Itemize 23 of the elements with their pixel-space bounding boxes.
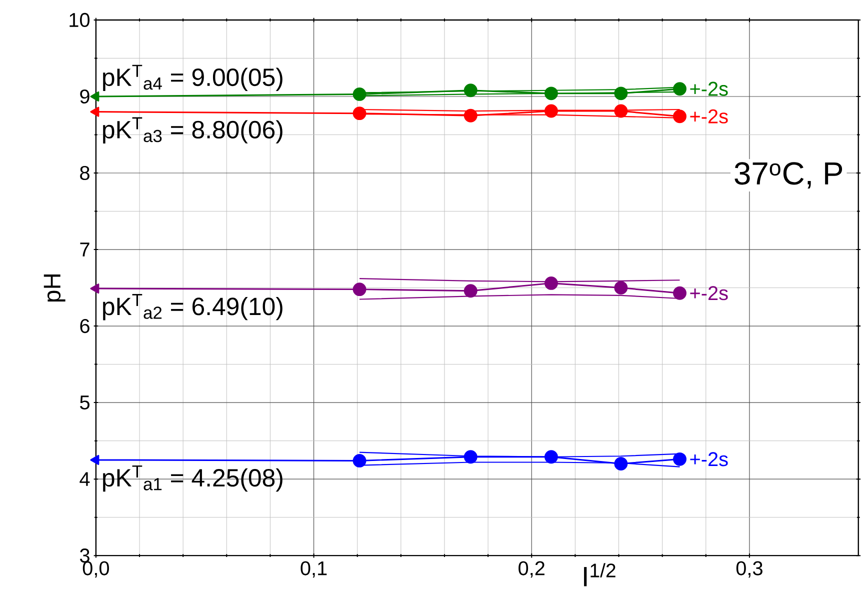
x-tick-label: 0,3	[736, 561, 762, 578]
annotation: +-2s	[690, 452, 728, 466]
x-tick-label: 0,1	[300, 561, 327, 578]
y-tick-label: 8	[80, 166, 90, 180]
y-tick-label: 3	[80, 548, 90, 563]
y-tick-label: 7	[80, 242, 90, 257]
annotation: 37$^{o}$C, P	[734, 162, 842, 189]
y-tick-label: 5	[80, 396, 90, 410]
annotation: +-2s	[690, 110, 728, 124]
annotation: +-2s	[690, 82, 728, 96]
annotation: +-2s	[690, 286, 728, 300]
y-tick-label: 6	[80, 319, 90, 334]
x-tick-label: 0,0	[82, 561, 109, 578]
annotation: pK$^{T}$$_{a4}$ = 9.00(05)	[103, 65, 282, 92]
y-tick-label: 9	[80, 90, 90, 104]
y-tick-label: 10	[70, 13, 90, 28]
x-axis-title: I$^{1/2}$	[584, 563, 616, 586]
annotation: pK$^{T}$$_{a3}$ = 8.80(06)	[103, 118, 282, 144]
annotation: pK$^{T}$$_{a1}$ = 4.25(08)	[103, 466, 282, 492]
y-tick-label: 4	[80, 472, 90, 486]
annotation: pK$^{T}$$_{a2}$ = 6.49(10)	[103, 294, 282, 320]
y-axis-title: pH	[44, 274, 66, 302]
x-tick-label: 0,2	[518, 561, 544, 578]
